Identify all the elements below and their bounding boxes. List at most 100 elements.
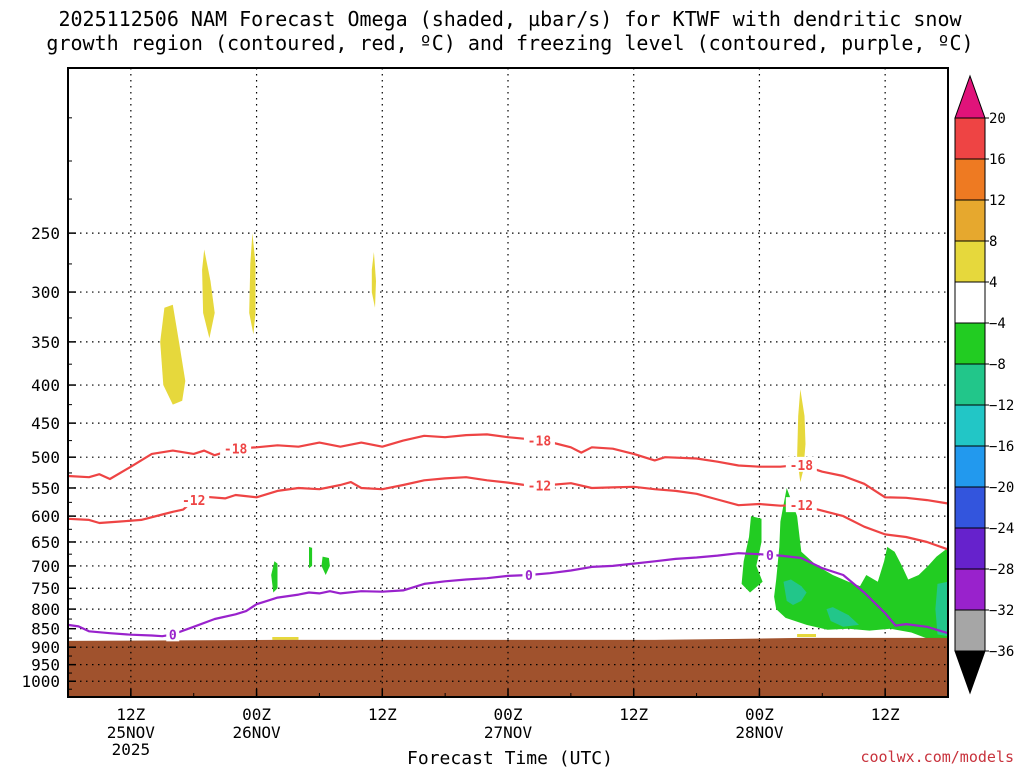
y-tick-label: 600: [31, 507, 60, 526]
x-tick-label: 12Z: [116, 705, 145, 724]
x-date-label: 27NOV: [484, 723, 533, 742]
colorbar-bottom-arrow: [954, 650, 986, 695]
y-tick-label: 350: [31, 333, 60, 352]
colorbar-label: −20: [989, 480, 1014, 496]
isotherm-label-bg: [220, 440, 252, 456]
colorbar-bin: [954, 527, 986, 570]
x-date-label: 26NOV: [232, 723, 281, 742]
y-tick-label: 850: [31, 620, 60, 639]
terrain-area: [68, 637, 948, 697]
colorbar-bin: [954, 322, 986, 365]
x-tick-label: 00Z: [745, 705, 774, 724]
omega-shaded-region: [371, 252, 376, 308]
colorbar-bin: [954, 363, 986, 406]
colorbar-label: 20: [989, 111, 1006, 127]
chart-title-line-2: growth region (contoured, red, ºC) and f…: [46, 31, 973, 55]
y-tick-label: 1000: [21, 672, 60, 691]
colorbar-bin: [954, 404, 986, 447]
y-tick-label: 550: [31, 479, 60, 498]
colorbar-label: 16: [989, 152, 1006, 168]
isotherm-line: [67, 552, 949, 638]
x-tick-label: 12Z: [619, 705, 648, 724]
colorbar-label: −4: [989, 316, 1006, 332]
x-tick-label: 00Z: [494, 705, 523, 724]
colorbar-label: 4: [989, 275, 997, 291]
colorbar-label: 12: [989, 193, 1006, 209]
isotherm-label-bg: [763, 546, 777, 562]
y-tick-label: 450: [31, 414, 60, 433]
x-date-label: 28NOV: [735, 723, 784, 742]
plot-frame: [67, 67, 949, 698]
omega-shaded-region: [774, 488, 948, 640]
colorbar: 20 16 12 8 4 −4 −8 −12 −16 −20 −24 −28 −32 −36: [954, 74, 1014, 695]
colorbar-label: 8: [989, 234, 997, 250]
axes: 2503003504004505005506006507007508008509…: [21, 67, 949, 759]
colorbar-label: −12: [989, 398, 1014, 414]
colorbar-bin: [954, 445, 986, 488]
x-tick-label: 12Z: [871, 705, 900, 724]
isotherm-label: -12: [528, 479, 551, 494]
y-tick-label: 650: [31, 533, 60, 552]
terrain-fill: [68, 637, 948, 697]
colorbar-bin: [954, 240, 986, 283]
omega-shaded-region: [202, 249, 215, 339]
omega-shaded-region: [935, 581, 948, 637]
colorbar-bin: [954, 158, 986, 201]
omega-shaded-region: [797, 634, 816, 637]
omega-shaded-region: [826, 607, 859, 627]
isotherm-label: -12: [790, 499, 813, 514]
x-tick-label: 12Z: [368, 705, 397, 724]
y-tick-label: 900: [31, 638, 60, 657]
x-date-label: 25NOV: [107, 723, 156, 742]
colorbar-bin: [954, 117, 986, 160]
isotherm-label-bg: [523, 432, 555, 448]
y-tick-label: 500: [31, 448, 60, 467]
omega-shaded-region: [309, 546, 313, 569]
isotherm-label-bg: [522, 567, 536, 583]
isotherm-label: -18: [528, 435, 552, 450]
colorbar-label: −16: [989, 439, 1014, 455]
credit-text: coolwx.com/models: [860, 748, 1014, 766]
isotherm-label: 0: [766, 549, 774, 564]
x-tick-label: 00Z: [242, 705, 271, 724]
colorbar-label: −28: [989, 562, 1014, 578]
omega-shaded-region: [272, 637, 299, 640]
y-tick-label: 950: [31, 656, 60, 675]
y-tick-label: 700: [31, 557, 60, 576]
colorbar-bin: [954, 281, 986, 324]
x-axis-label: Forecast Time (UTC): [407, 748, 613, 768]
temperature-contours: -18 -18 -18 -12 -12 -12 0 0 0: [67, 432, 949, 643]
isotherm-label: -18: [224, 443, 248, 458]
isotherm-label: 0: [525, 569, 533, 584]
chart-title-line-1: 2025112506 NAM Forecast Omega (shaded, µ…: [58, 7, 962, 31]
isotherm-label-bg: [785, 497, 817, 513]
colorbar-bin: [954, 568, 986, 611]
isotherm-label: -12: [182, 494, 205, 509]
omega-shaded-region: [160, 304, 186, 405]
colorbar-label: −32: [989, 603, 1014, 619]
omega-shaded-region: [783, 579, 807, 605]
isotherm-label-bg: [785, 456, 817, 472]
isotherm-label-bg: [166, 626, 180, 642]
omega-shaded-region: [271, 561, 278, 593]
omega-shaded-region: [321, 556, 330, 575]
omega-shaded-region: [249, 233, 256, 335]
colorbar-top-arrow: [954, 74, 986, 119]
isotherm-label-bg: [178, 492, 210, 508]
isotherm-label-bg: [523, 477, 555, 493]
isotherm-label: 0: [169, 628, 177, 643]
y-tick-label: 400: [31, 376, 60, 395]
y-tick-label: 250: [31, 224, 60, 243]
y-tick-label: 300: [31, 283, 60, 302]
y-tick-label: 800: [31, 600, 60, 619]
x-date-label: 2025: [112, 740, 151, 759]
y-tick-label: 750: [31, 579, 60, 598]
colorbar-label: −8: [989, 357, 1006, 373]
colorbar-bin: [954, 199, 986, 242]
colorbar-bin: [954, 609, 986, 652]
colorbar-bin: [954, 486, 986, 529]
colorbar-label: −36: [989, 644, 1014, 660]
colorbar-label: −24: [989, 521, 1014, 537]
isotherm-label: -18: [790, 459, 814, 474]
